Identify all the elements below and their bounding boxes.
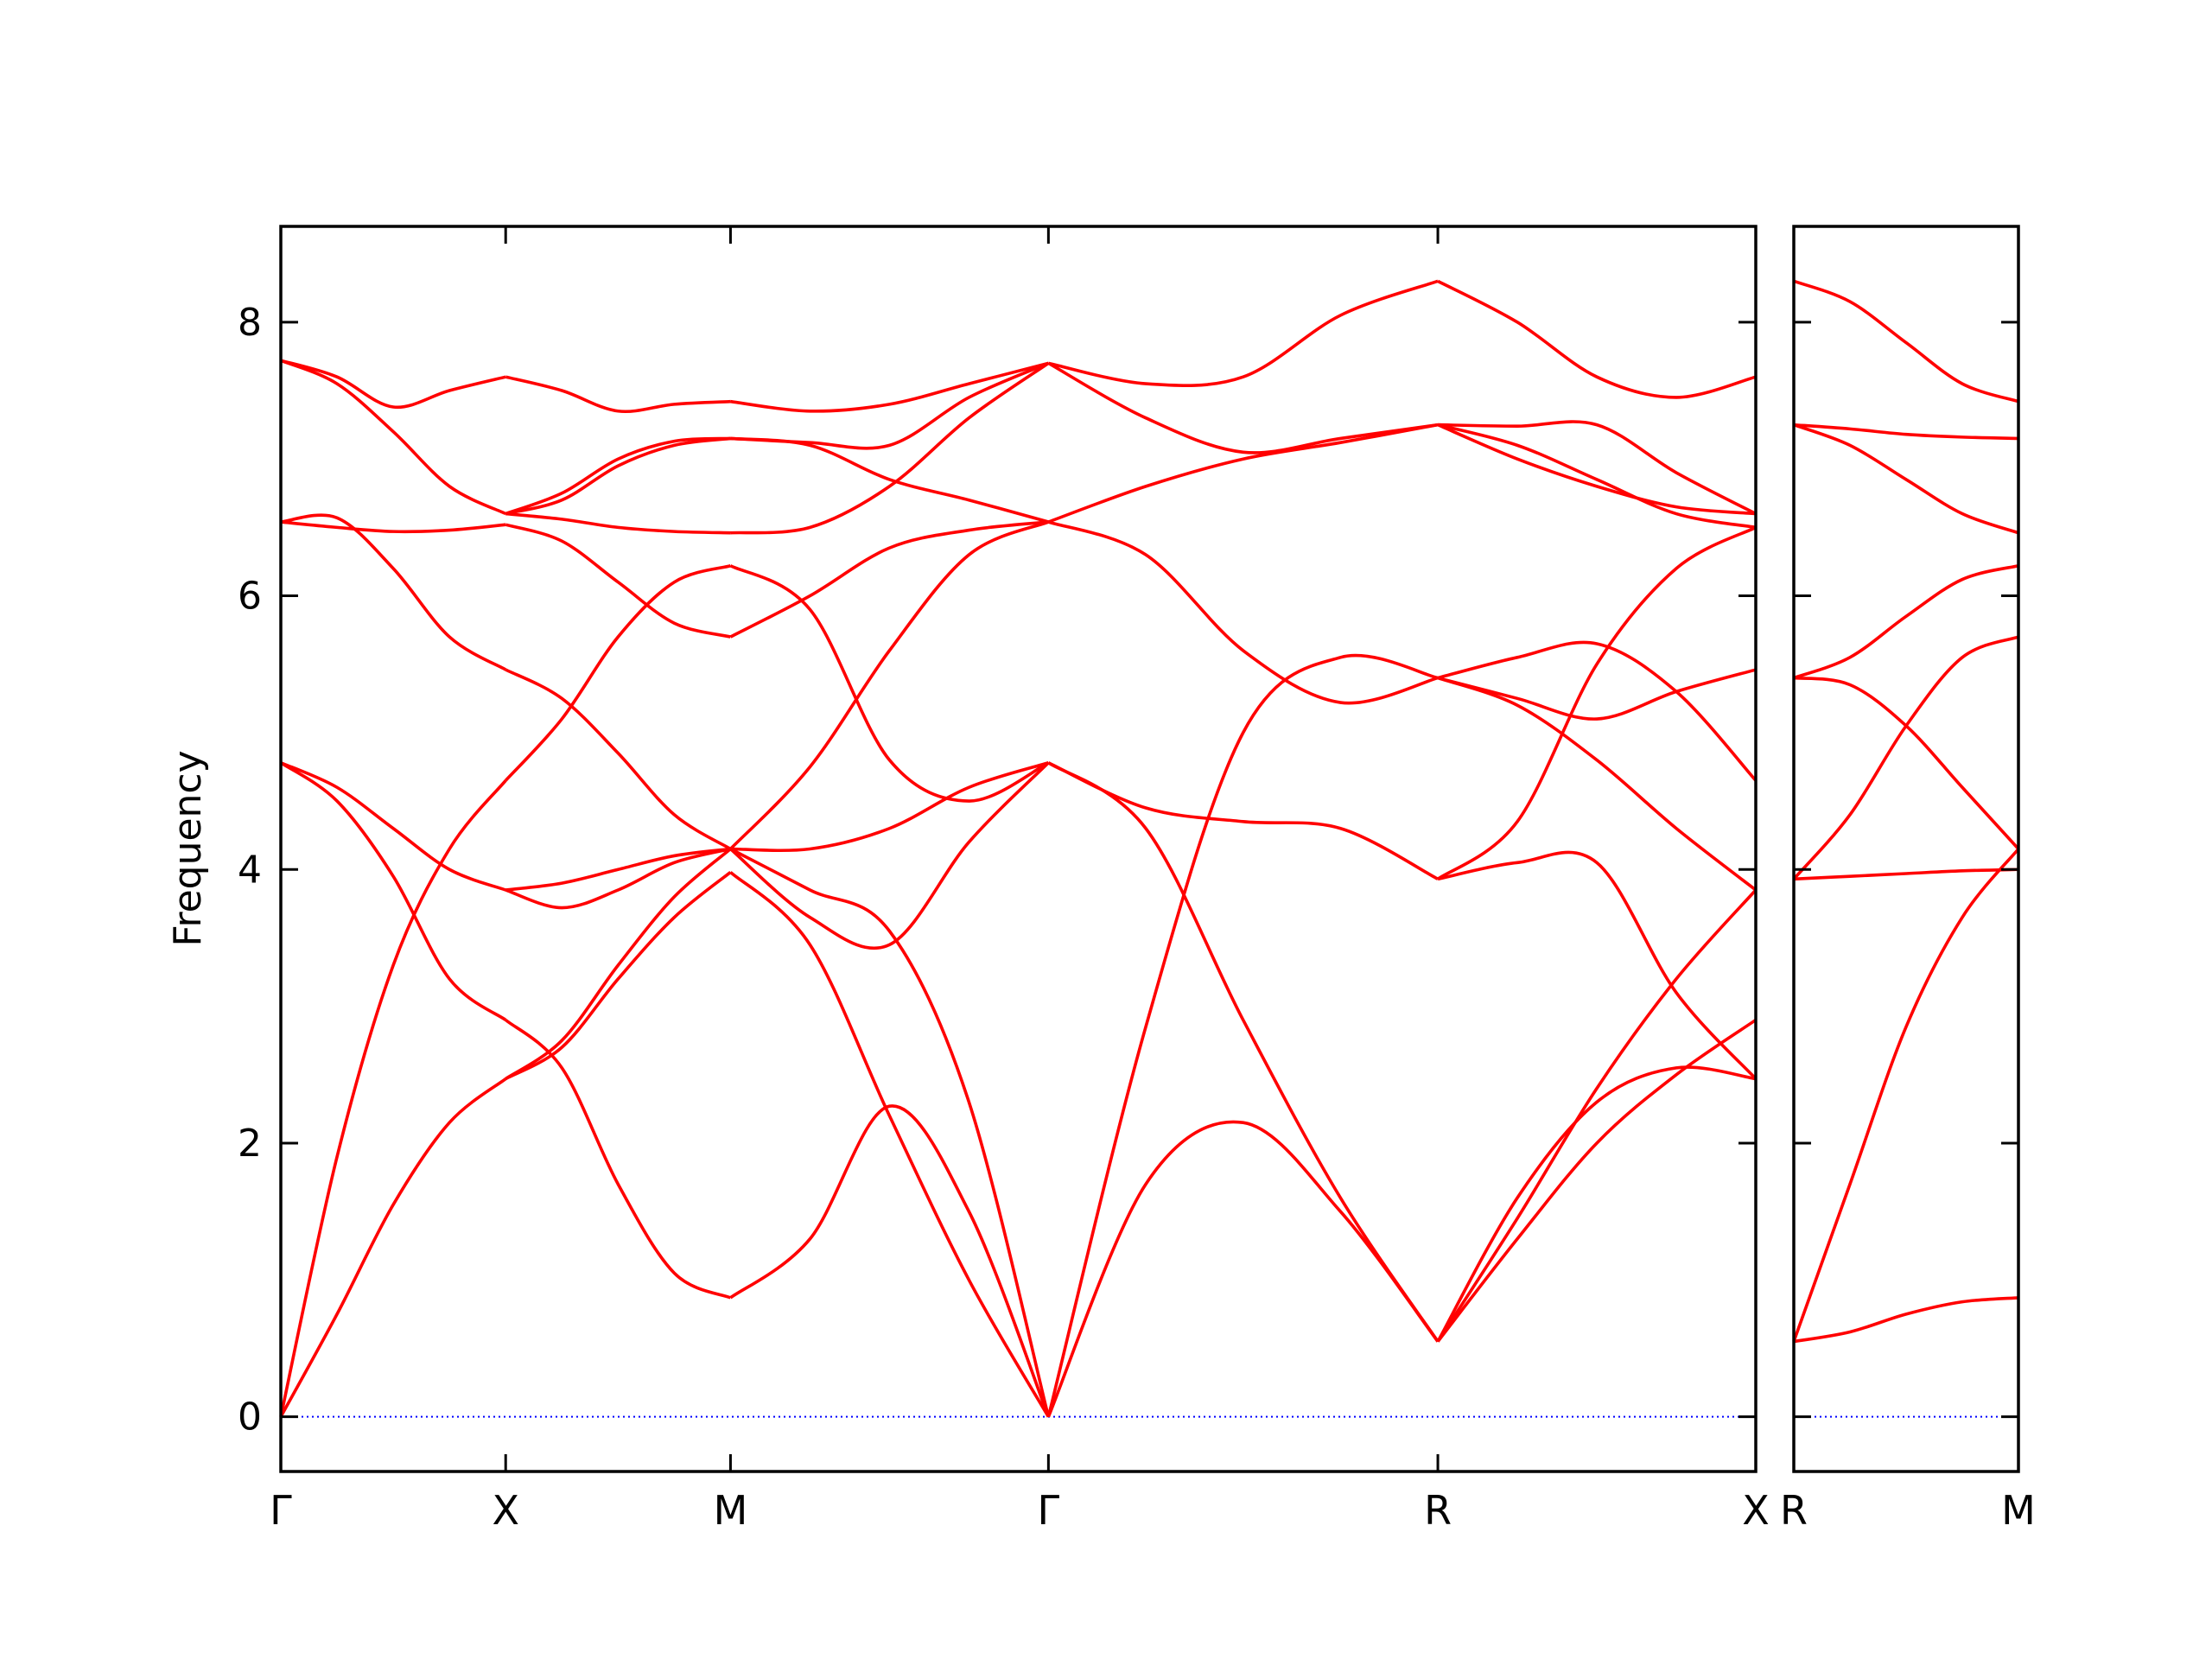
band-0-1-8 bbox=[505, 512, 731, 535]
band-0-3-1 bbox=[1046, 653, 1439, 1418]
band-0-4-9 bbox=[1438, 420, 1757, 516]
band-0-1-2 bbox=[505, 1019, 732, 1300]
band-0-1-7 bbox=[505, 523, 731, 639]
band-0-3-7 bbox=[1047, 279, 1439, 388]
band-0-0-6 bbox=[280, 359, 506, 410]
band-0-3-6 bbox=[1047, 361, 1439, 454]
band-1-0-4 bbox=[1793, 676, 2020, 850]
band-0-2-10 bbox=[730, 361, 1050, 450]
band-0-3-3 bbox=[1047, 761, 1439, 880]
band-0-4-11 bbox=[1437, 279, 1757, 399]
band-0-1-4 bbox=[505, 847, 731, 892]
band-0-2-0 bbox=[729, 1104, 1051, 1418]
band-0-2-11 bbox=[730, 361, 1049, 413]
band-1-0-6 bbox=[1793, 423, 2019, 535]
band-0-0-7 bbox=[280, 359, 507, 516]
band-1-0-3 bbox=[1792, 635, 2019, 880]
band-0-1-3 bbox=[505, 847, 731, 910]
band-0-4-4 bbox=[1437, 525, 1757, 880]
y-axis-label: Frequency bbox=[166, 750, 210, 946]
band-0-1-9 bbox=[505, 436, 731, 516]
band-0-2-2 bbox=[729, 847, 1051, 1418]
band-0-4-0 bbox=[1436, 1065, 1757, 1343]
band-1-0-8 bbox=[1793, 279, 2019, 404]
band-0-0-1 bbox=[279, 779, 507, 1418]
band-1-0-0 bbox=[1793, 1296, 2019, 1344]
band-0-0-5 bbox=[280, 513, 507, 671]
panel-1-frame bbox=[1792, 225, 2020, 1473]
ytick-label-0: 0 bbox=[238, 1395, 262, 1440]
band-0-3-0 bbox=[1046, 1120, 1440, 1418]
band-1-0-1 bbox=[1792, 848, 2020, 1343]
band-0-4-10 bbox=[1437, 423, 1757, 530]
xtick-label-R: R bbox=[1780, 1487, 1808, 1534]
band-0-2-5 bbox=[729, 520, 1050, 850]
ytick-label-2: 2 bbox=[238, 1122, 262, 1166]
band-0-2-7 bbox=[729, 520, 1049, 639]
band-0-4-1 bbox=[1436, 1018, 1758, 1343]
band-0-3-4 bbox=[1047, 520, 1439, 705]
ytick-label-8: 8 bbox=[238, 301, 262, 345]
band-0-0-0 bbox=[279, 1077, 507, 1418]
xtick-label-R: R bbox=[1424, 1487, 1452, 1534]
panel-0-frame bbox=[279, 225, 1758, 1473]
band-0-2-4 bbox=[730, 761, 1049, 853]
xtick-label-X: X bbox=[492, 1487, 519, 1534]
band-0-3-5 bbox=[1047, 423, 1439, 524]
band-0-0-4 bbox=[280, 520, 506, 534]
band-0-4-7 bbox=[1437, 668, 1757, 721]
band-0-4-6 bbox=[1437, 676, 1758, 892]
band-0-4-8 bbox=[1437, 423, 1757, 516]
band-0-1-6 bbox=[505, 668, 732, 851]
band-0-0-2 bbox=[279, 761, 507, 1021]
ytick-label-6: 6 bbox=[238, 575, 262, 619]
band-0-1-1 bbox=[505, 871, 732, 1081]
xtick-label-X: X bbox=[1742, 1487, 1770, 1534]
xtick-label-Γ: Γ bbox=[270, 1487, 292, 1534]
xtick-label-Γ: Γ bbox=[1038, 1487, 1060, 1534]
xtick-label-M: M bbox=[2001, 1487, 2036, 1534]
band-0-4-3 bbox=[1437, 850, 1758, 1080]
band-0-4-2 bbox=[1436, 888, 1758, 1343]
band-0-2-8 bbox=[730, 361, 1050, 535]
band-0-3-2 bbox=[1047, 761, 1440, 1343]
band-0-2-9 bbox=[730, 436, 1049, 524]
band-0-1-5 bbox=[504, 563, 731, 782]
band-1-0-5 bbox=[1793, 563, 2019, 680]
band-0-2-6 bbox=[729, 564, 1050, 803]
band-0-1-11 bbox=[505, 375, 731, 414]
band-0-0-3 bbox=[280, 761, 506, 892]
band-0-1-10 bbox=[505, 436, 731, 516]
band-0-4-5 bbox=[1437, 640, 1758, 782]
band-0-2-3 bbox=[729, 761, 1050, 950]
band-1-0-2 bbox=[1793, 868, 2019, 881]
xtick-label-M: M bbox=[714, 1487, 748, 1534]
ytick-label-4: 4 bbox=[238, 848, 262, 892]
band-1-0-7 bbox=[1793, 423, 2019, 441]
band-0-2-1 bbox=[729, 871, 1050, 1418]
